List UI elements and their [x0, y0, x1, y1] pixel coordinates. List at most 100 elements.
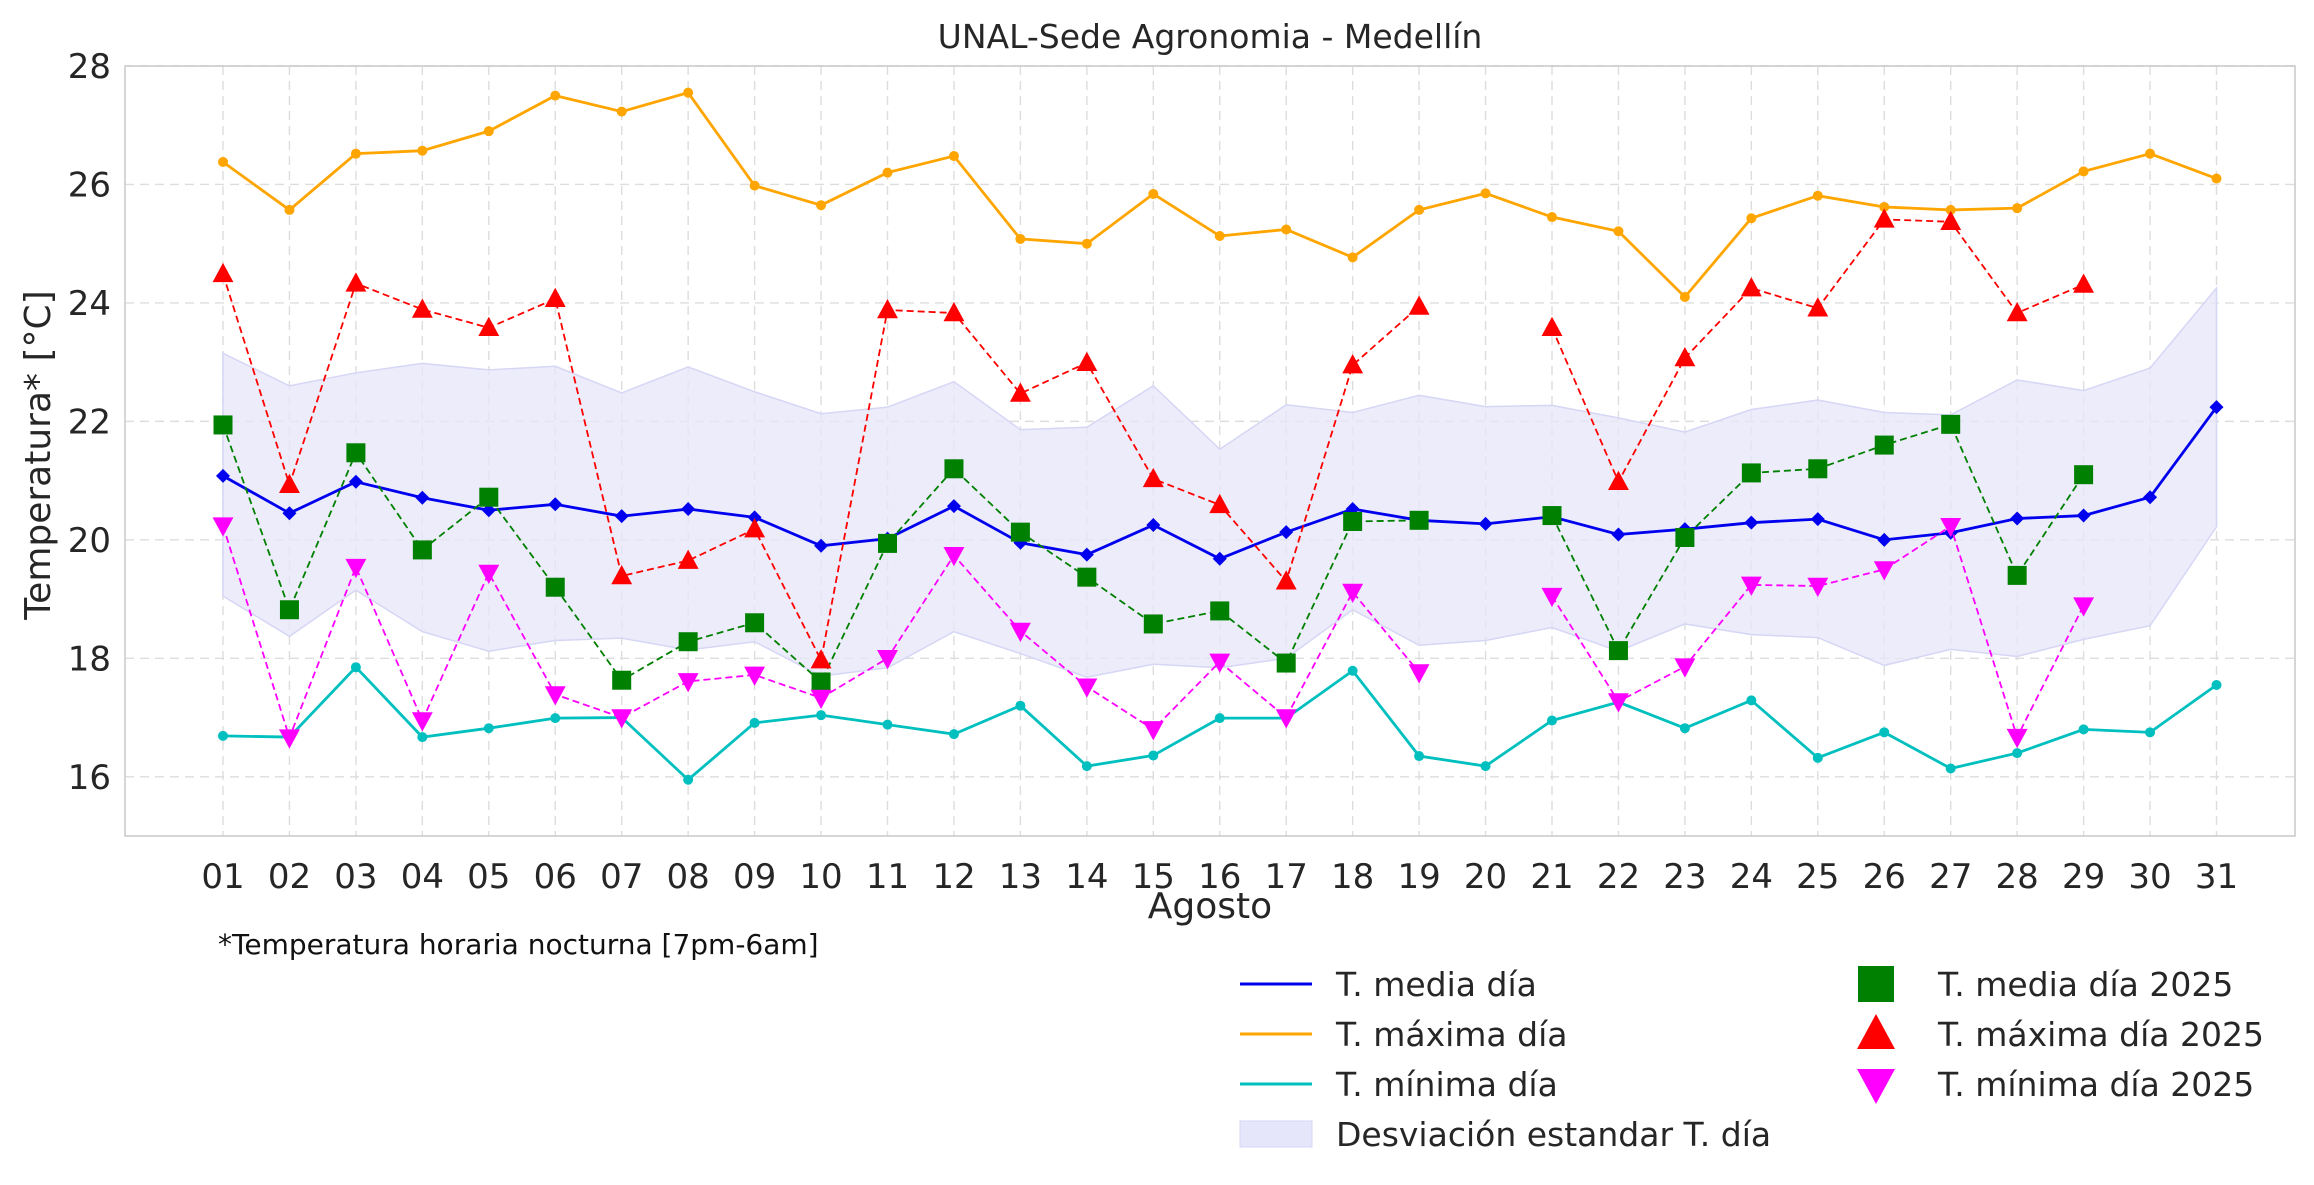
data-point: [877, 299, 898, 319]
data-point: [1812, 752, 1823, 763]
x-tick-label: 02: [268, 857, 311, 897]
data-point: [1810, 512, 1825, 527]
x-tick-label: 17: [1265, 857, 1308, 897]
legend-label: T. media día 2025: [1937, 965, 2233, 1004]
data-point: [1414, 204, 1425, 215]
data-point: [1740, 576, 1762, 596]
data-point: [550, 90, 561, 101]
legend-marker-swatch: [1857, 1069, 1895, 1104]
data-point: [683, 774, 694, 785]
data-point: [1408, 664, 1430, 684]
data-point: [946, 499, 961, 514]
data-point: [545, 577, 565, 597]
data-point: [483, 126, 494, 137]
data-point: [2209, 400, 2224, 415]
data-point: [882, 719, 893, 730]
data-point: [1342, 583, 1364, 603]
data-point: [1807, 297, 1829, 317]
legend-marker-swatch: [1857, 1014, 1895, 1049]
x-tick-label: 26: [1863, 857, 1906, 897]
x-tick-label: 06: [534, 857, 577, 897]
data-point: [1940, 210, 1962, 231]
data-point: [1746, 695, 1757, 706]
data-point: [811, 672, 831, 692]
data-point: [1740, 277, 1762, 297]
data-point: [1209, 653, 1231, 673]
data-point: [218, 730, 228, 741]
data-point: [1146, 518, 1161, 533]
data-point: [2012, 203, 2023, 214]
data-point: [1143, 614, 1163, 634]
data-point: [814, 538, 829, 553]
data-point: [749, 717, 760, 728]
data-point: [683, 87, 694, 98]
data-point: [2076, 508, 2091, 523]
data-point: [944, 459, 964, 479]
data-point: [1076, 351, 1098, 371]
data-point: [479, 487, 499, 507]
data-point: [411, 712, 433, 732]
data-point: [882, 167, 893, 178]
data-point: [2010, 511, 2025, 526]
series-1: [218, 87, 2222, 302]
y-tick-label: 20: [68, 521, 111, 561]
data-point: [412, 540, 432, 560]
data-point: [1945, 763, 1956, 774]
data-point: [481, 503, 496, 518]
x-tick-label: 07: [600, 857, 643, 897]
data-point: [677, 549, 699, 569]
data-point: [1879, 201, 1890, 212]
x-tick-label: 20: [1464, 857, 1507, 897]
data-point: [816, 710, 827, 721]
data-point: [345, 272, 367, 292]
x-tick-label: 08: [667, 857, 710, 897]
y-tick-label: 26: [68, 165, 111, 205]
series-4: [212, 208, 2095, 669]
y-tick-label: 24: [68, 284, 111, 324]
data-point: [1210, 601, 1230, 621]
data-point: [350, 662, 361, 673]
chart-title: UNAL-Sede Agronomia - Medellín: [938, 17, 1483, 56]
data-point: [616, 106, 627, 117]
data-point: [483, 723, 494, 734]
x-tick-label: 30: [2128, 857, 2171, 897]
data-point: [1148, 188, 1159, 199]
legend-label: T. media día: [1335, 965, 1537, 1004]
data-point: [2074, 465, 2094, 485]
data-point: [747, 510, 762, 525]
footnote: *Temperatura horaria nocturna [7pm-6am]: [218, 928, 819, 961]
data-point: [1478, 516, 1493, 531]
data-point: [681, 502, 696, 517]
data-point: [1542, 506, 1562, 526]
data-point: [1541, 316, 1563, 337]
x-tick-label: 28: [1996, 857, 2039, 897]
data-point: [677, 673, 699, 693]
data-point: [279, 600, 299, 620]
data-point: [1009, 622, 1031, 643]
data-point: [548, 497, 563, 512]
y-tick-label: 16: [68, 758, 111, 798]
data-point: [1276, 653, 1296, 673]
data-point: [1212, 551, 1227, 566]
data-point: [1877, 532, 1892, 547]
data-point: [1148, 750, 1159, 761]
data-point: [279, 473, 300, 494]
data-point: [1547, 715, 1557, 726]
data-point: [1015, 700, 1026, 711]
data-point: [943, 546, 965, 567]
data-point: [345, 558, 367, 579]
data-point: [1077, 567, 1097, 587]
legend-label: Desviación estandar T. día: [1336, 1115, 1771, 1154]
x-tick-label: 25: [1796, 857, 1839, 897]
legend-band-swatch: [1239, 1120, 1313, 1148]
x-tick-label: 09: [733, 857, 776, 897]
data-point: [1879, 727, 1890, 738]
series-3: [213, 414, 2094, 692]
data-point: [1741, 463, 1761, 483]
data-point: [550, 713, 561, 724]
data-point: [1408, 295, 1430, 315]
data-point: [1079, 547, 1094, 562]
data-point: [2211, 173, 2222, 184]
data-point: [1343, 511, 1363, 531]
